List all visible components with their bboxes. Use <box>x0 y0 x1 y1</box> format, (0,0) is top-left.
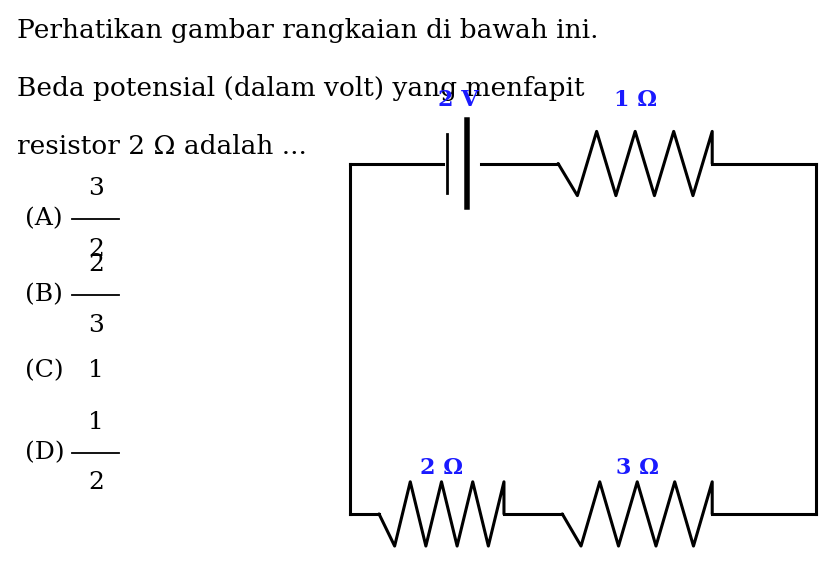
Text: resistor 2 Ω adalah ...: resistor 2 Ω adalah ... <box>17 134 307 159</box>
Text: 2: 2 <box>87 253 104 276</box>
Text: 2: 2 <box>87 471 104 494</box>
Text: 3: 3 <box>87 314 104 336</box>
Text: 1 Ω: 1 Ω <box>614 89 656 111</box>
Text: 2 V: 2 V <box>437 89 478 111</box>
Text: 1: 1 <box>88 359 103 383</box>
Text: (D): (D) <box>25 441 65 464</box>
Text: 2 Ω: 2 Ω <box>420 457 463 479</box>
Text: 3 Ω: 3 Ω <box>616 457 659 479</box>
Text: Perhatikan gambar rangkaian di bawah ini.: Perhatikan gambar rangkaian di bawah ini… <box>17 18 598 43</box>
Text: 1: 1 <box>88 411 103 434</box>
Text: (B): (B) <box>25 283 62 307</box>
Text: 2: 2 <box>87 238 104 260</box>
Text: Beda potensial (dalam volt) yang menfapit: Beda potensial (dalam volt) yang menfapi… <box>17 76 584 101</box>
Text: (C): (C) <box>25 359 63 383</box>
Text: 3: 3 <box>87 178 104 200</box>
Text: (A): (A) <box>25 207 62 231</box>
